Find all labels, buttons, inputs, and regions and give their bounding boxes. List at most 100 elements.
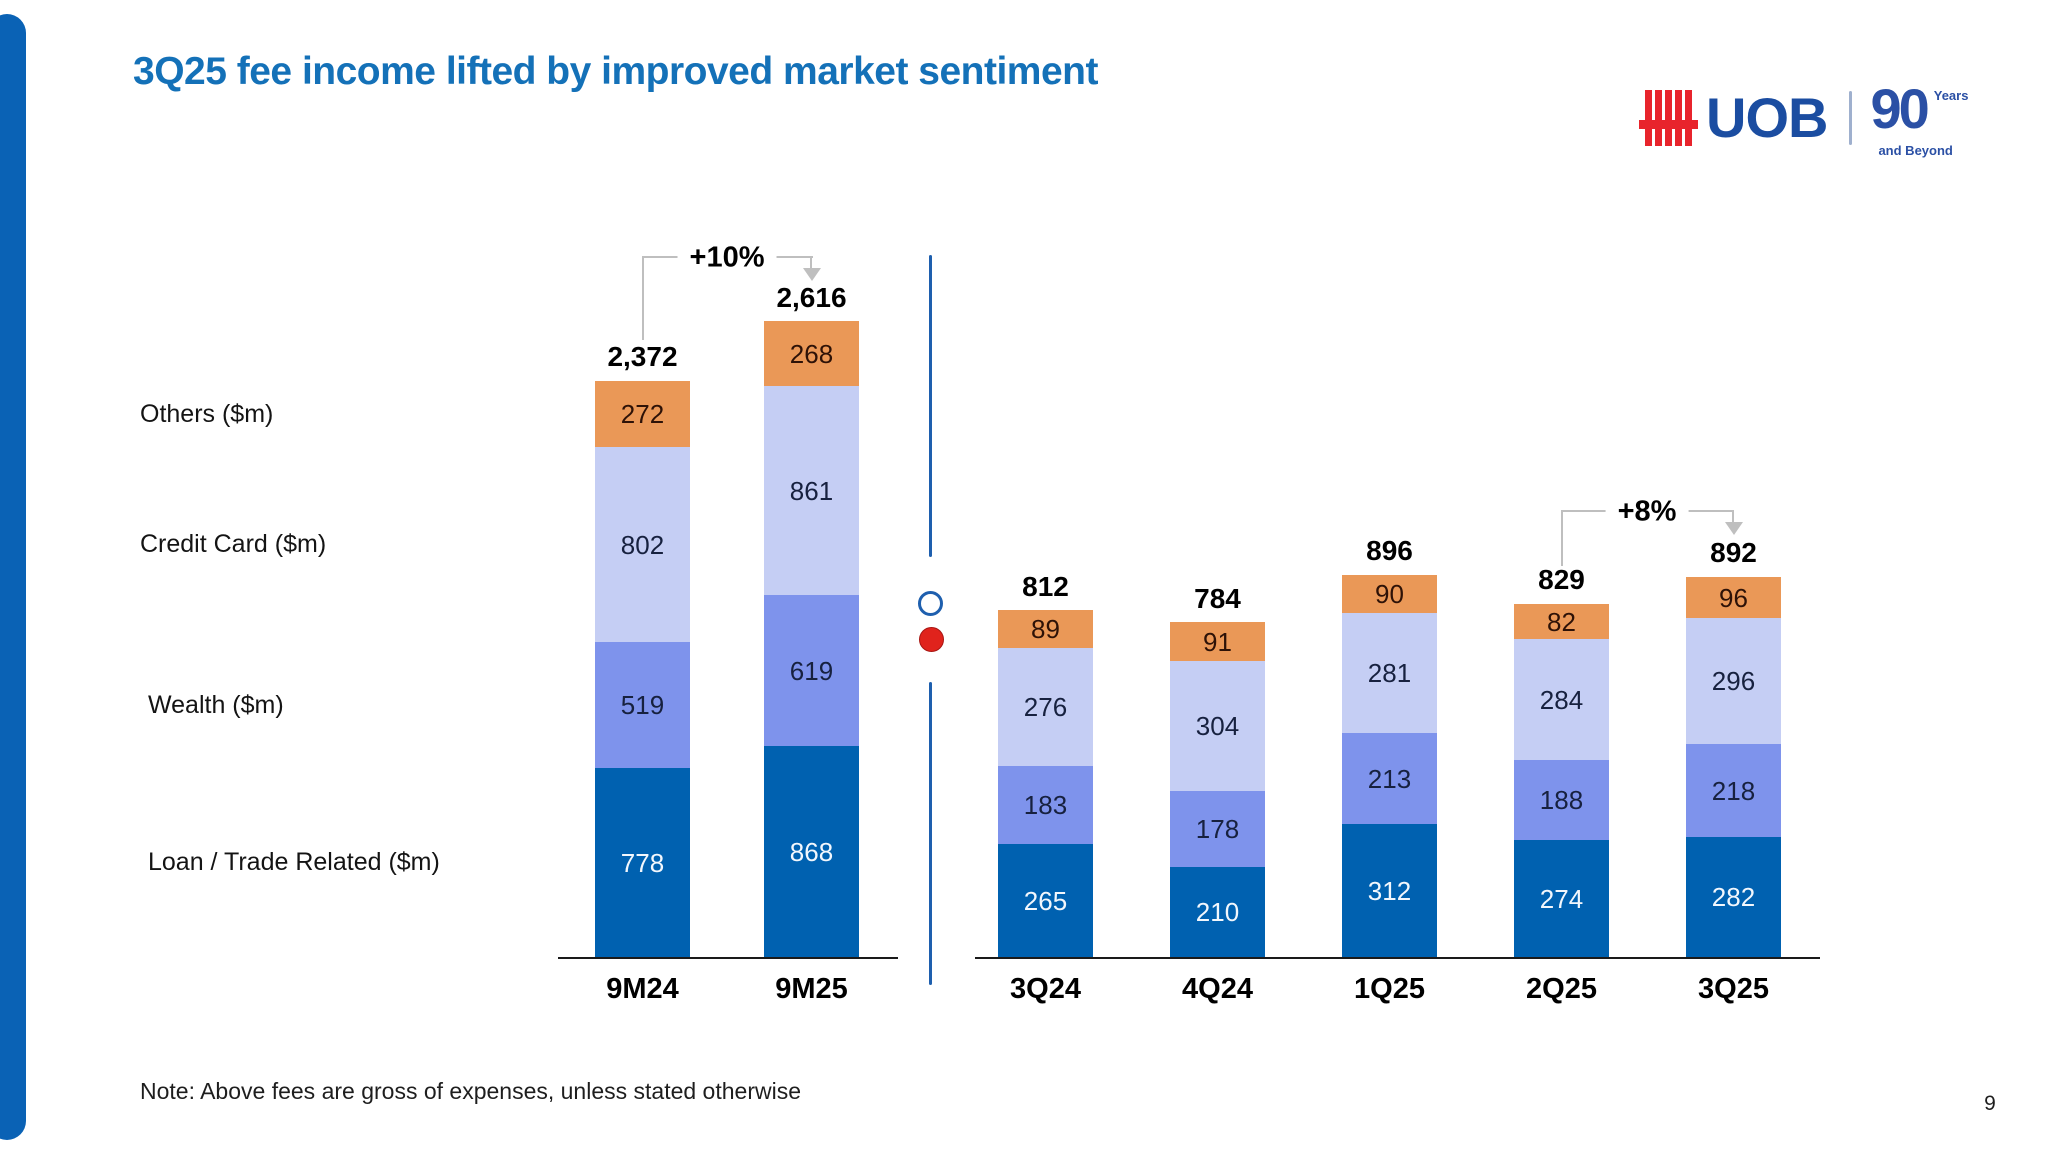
- divider-line-bottom: [929, 682, 932, 985]
- bar-9M24: 778 519 802 272: [595, 380, 690, 957]
- growth-label-9m: +10%: [677, 241, 777, 275]
- growth-arrow-qtr-icon: [1725, 522, 1743, 535]
- segment-value: 861: [789, 475, 834, 506]
- growth-bracket-9m-arrow-line: [810, 256, 812, 270]
- total-label-3Q24: 812: [1022, 571, 1069, 602]
- uob-hash-icon: [1639, 90, 1698, 146]
- row-label-wealth: Wealth ($m): [148, 691, 284, 719]
- category-label-9M25: 9M25: [775, 973, 848, 1005]
- segment-2Q25-loan-trade-related-m: 274: [1514, 840, 1609, 957]
- category-label-2Q25: 2Q25: [1526, 973, 1597, 1005]
- segment-9M25-others-m: 268: [764, 321, 859, 386]
- segment-value: 96: [1719, 582, 1748, 613]
- divider-red-circle-icon: [919, 627, 944, 652]
- segment-value: 619: [789, 655, 834, 686]
- total-label-4Q24: 784: [1194, 583, 1241, 614]
- segment-4Q24-loan-trade-related-m: 210: [1170, 867, 1265, 957]
- bar-3Q24: 265 183 276 89: [998, 610, 1093, 957]
- badge-number: 90: [1870, 77, 1929, 140]
- footnote: Note: Above fees are gross of expenses, …: [140, 1078, 801, 1104]
- logo-divider: [1849, 91, 1853, 145]
- segment-3Q25-loan-trade-related-m: 282: [1686, 837, 1781, 957]
- segment-value: 282: [1711, 882, 1756, 912]
- row-label-loan-trade: Loan / Trade Related ($m): [148, 848, 440, 876]
- row-label-credit-card: Credit Card ($m): [140, 530, 327, 558]
- segment-value: 89: [1031, 614, 1060, 644]
- segment-value: 183: [1023, 790, 1068, 820]
- category-label-4Q24: 4Q24: [1182, 973, 1253, 1005]
- growth-bracket-qtr-start: [1561, 510, 1563, 566]
- left-accent-bar: [0, 14, 26, 1140]
- growth-label-qtr: +8%: [1605, 495, 1689, 529]
- segment-1Q25-wealth-m: 213: [1342, 733, 1437, 824]
- ninety-years-badge: 90 Years and Beyond: [1870, 77, 1970, 158]
- segment-value: 802: [620, 529, 665, 560]
- growth-bracket-qtr-arrow-line: [1732, 510, 1734, 524]
- divider-open-circle-icon: [918, 591, 943, 616]
- total-label-2Q25: 829: [1538, 564, 1585, 595]
- segment-value: 218: [1711, 775, 1756, 806]
- total-label-9M25: 2,616: [776, 282, 847, 313]
- segment-value: 210: [1195, 897, 1240, 927]
- total-label-3Q25: 892: [1710, 537, 1757, 568]
- segment-9M24-loan-trade-related-m: 778: [595, 768, 690, 957]
- segment-value: 272: [620, 399, 665, 429]
- category-label-1Q25: 1Q25: [1354, 973, 1425, 1005]
- segment-9M24-wealth-m: 519: [595, 642, 690, 768]
- segment-value: 284: [1539, 684, 1584, 715]
- x-axis-nine-month: [558, 957, 898, 959]
- segment-value: 304: [1195, 711, 1240, 741]
- segment-value: 91: [1203, 626, 1232, 657]
- segment-9M25-credit-card-m: 861: [764, 386, 859, 595]
- total-label-1Q25: 896: [1366, 535, 1413, 566]
- segment-value: 519: [620, 690, 665, 720]
- segment-value: 213: [1367, 763, 1412, 794]
- segment-value: 868: [789, 836, 834, 867]
- segment-value: 265: [1023, 885, 1068, 916]
- segment-value: 90: [1375, 579, 1404, 609]
- bar-4Q24: 210 178 304 91: [1170, 622, 1265, 957]
- segment-2Q25-wealth-m: 188: [1514, 760, 1609, 840]
- bar-1Q25: 312 213 281 90: [1342, 574, 1437, 957]
- segment-4Q24-credit-card-m: 304: [1170, 661, 1265, 791]
- segment-value: 274: [1539, 883, 1584, 914]
- x-axis-quarterly: [975, 957, 1820, 959]
- category-label-3Q24: 3Q24: [1010, 973, 1081, 1005]
- growth-arrow-9m-icon: [803, 268, 821, 281]
- segment-value: 778: [620, 847, 665, 878]
- badge-beyond-label: and Beyond: [1878, 143, 1953, 158]
- row-label-others: Others ($m): [140, 400, 274, 428]
- uob-logo: UOB 90 Years and Beyond: [1639, 77, 1970, 158]
- segment-3Q24-wealth-m: 183: [998, 766, 1093, 844]
- segment-3Q25-credit-card-m: 296: [1686, 618, 1781, 744]
- page-number: 9: [1984, 1092, 1996, 1115]
- bar-3Q25: 282 218 296 96: [1686, 576, 1781, 957]
- segment-3Q25-wealth-m: 218: [1686, 744, 1781, 837]
- segment-4Q24-wealth-m: 178: [1170, 791, 1265, 867]
- segment-value: 178: [1195, 814, 1240, 844]
- segment-1Q25-others-m: 90: [1342, 575, 1437, 613]
- segment-value: 281: [1367, 658, 1412, 688]
- bar-2Q25: 274 188 284 82: [1514, 603, 1609, 957]
- segment-1Q25-loan-trade-related-m: 312: [1342, 824, 1437, 957]
- uob-wordmark: UOB: [1706, 86, 1828, 149]
- segment-3Q24-credit-card-m: 276: [998, 648, 1093, 766]
- category-label-9M24: 9M24: [606, 973, 679, 1005]
- segment-value: 276: [1023, 692, 1068, 722]
- segment-value: 268: [789, 338, 834, 369]
- segment-2Q25-others-m: 82: [1514, 604, 1609, 639]
- segment-3Q24-others-m: 89: [998, 610, 1093, 648]
- segment-9M25-loan-trade-related-m: 868: [764, 746, 859, 957]
- segment-9M24-credit-card-m: 802: [595, 447, 690, 642]
- segment-3Q25-others-m: 96: [1686, 577, 1781, 618]
- segment-value: 188: [1539, 785, 1584, 815]
- category-label-3Q25: 3Q25: [1698, 973, 1769, 1005]
- segment-1Q25-credit-card-m: 281: [1342, 613, 1437, 733]
- page-title: 3Q25 fee income lifted by improved marke…: [133, 50, 1098, 93]
- segment-value: 296: [1711, 666, 1756, 696]
- growth-bracket-9m-start: [642, 256, 644, 340]
- divider-line-top: [929, 255, 932, 557]
- segment-9M24-others-m: 272: [595, 381, 690, 447]
